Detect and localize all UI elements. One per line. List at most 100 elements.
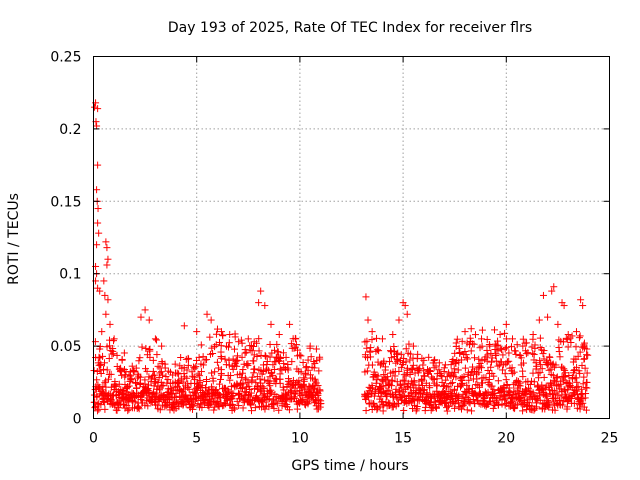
data-point (93, 393, 101, 401)
data-point (244, 379, 252, 387)
data-point (308, 392, 316, 400)
data-point (492, 357, 500, 365)
data-point (106, 320, 114, 328)
data-point (505, 349, 513, 357)
data-point (255, 347, 263, 355)
data-point (376, 384, 384, 392)
data-point (136, 373, 144, 381)
data-point (217, 371, 225, 379)
data-point (226, 331, 234, 339)
y-tick-label: 0.15 (50, 194, 81, 210)
data-point (239, 404, 247, 412)
data-point (465, 398, 473, 406)
data-point (263, 360, 271, 368)
data-point (180, 322, 188, 330)
data-point (96, 366, 104, 374)
data-point (141, 376, 149, 384)
data-point (317, 397, 325, 405)
data-point (540, 347, 548, 355)
data-point (141, 306, 149, 314)
x-tick-label: 20 (497, 431, 515, 447)
data-point (125, 405, 133, 413)
data-point (233, 352, 241, 360)
data-point (303, 363, 311, 371)
data-point (519, 373, 527, 381)
data-point (475, 399, 483, 407)
data-point (550, 283, 558, 291)
data-point (99, 365, 107, 373)
data-point (272, 398, 280, 406)
data-point (560, 373, 568, 381)
data-point (486, 398, 494, 406)
data-point (583, 369, 591, 377)
data-point (304, 400, 312, 408)
data-point (380, 371, 388, 379)
data-point (576, 369, 584, 377)
data-point (229, 365, 237, 373)
data-point (409, 361, 417, 369)
data-point (100, 277, 108, 285)
data-point (501, 370, 509, 378)
data-point (179, 401, 187, 409)
data-point (99, 352, 107, 360)
data-point (316, 387, 324, 395)
data-point (445, 383, 453, 391)
data-point (498, 346, 506, 354)
data-point (275, 406, 283, 414)
data-point (135, 357, 143, 365)
data-point (222, 361, 230, 369)
data-point (271, 346, 279, 354)
y-tick-label: 0.25 (50, 50, 81, 66)
data-point (219, 332, 227, 340)
data-point (407, 366, 415, 374)
data-point (508, 343, 516, 351)
data-point (291, 334, 299, 342)
data-point (545, 366, 553, 374)
data-point (416, 365, 424, 373)
data-point (101, 359, 109, 367)
data-point (207, 316, 215, 324)
data-point (475, 390, 483, 398)
data-point (227, 372, 235, 380)
data-point (576, 405, 584, 413)
data-point (395, 367, 403, 375)
data-point (91, 338, 99, 346)
data-point (413, 405, 421, 413)
data-point (471, 331, 479, 339)
data-point (461, 364, 469, 372)
data-point (144, 402, 152, 410)
data-point (163, 389, 171, 397)
data-point (145, 316, 153, 324)
data-point (393, 395, 401, 403)
chart-title: Day 193 of 2025, Rate Of TEC Index for r… (168, 20, 532, 36)
data-point (442, 376, 450, 384)
data-point (245, 382, 253, 390)
data-point (477, 364, 485, 372)
data-point (257, 287, 265, 295)
data-point (243, 360, 251, 368)
data-point (455, 344, 463, 352)
data-point (138, 343, 146, 351)
data-point (513, 341, 521, 349)
data-point (568, 332, 576, 340)
data-point (447, 361, 455, 369)
data-point (561, 369, 569, 377)
data-point (159, 371, 167, 379)
data-point (156, 406, 164, 414)
data-point (471, 354, 479, 362)
data-point (440, 368, 448, 376)
data-point (498, 366, 506, 374)
data-point (99, 383, 107, 391)
data-point (385, 386, 393, 394)
data-point (271, 375, 279, 383)
data-point (225, 343, 233, 351)
data-point (501, 345, 509, 353)
data-point (364, 316, 372, 324)
data-point (530, 378, 538, 386)
data-point (199, 353, 207, 361)
data-point (454, 382, 462, 390)
data-point (387, 354, 395, 362)
data-point (136, 354, 144, 362)
data-point (174, 369, 182, 377)
data-point (93, 122, 101, 130)
